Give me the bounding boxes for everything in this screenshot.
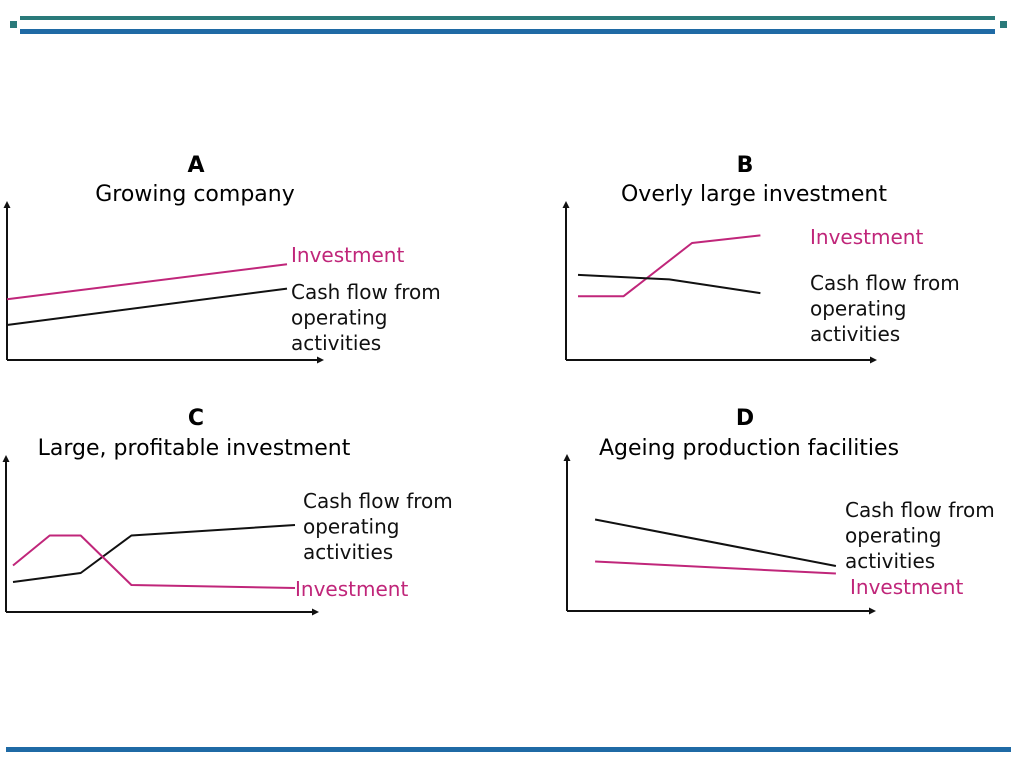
series-line-investment — [6, 263, 288, 301]
y-axis-arrow — [2, 455, 10, 462]
series-label-cash-flow: Cash flow from operating activities — [303, 489, 453, 564]
series-label-investment: Investment — [810, 225, 923, 249]
top-rule-teal — [20, 16, 995, 20]
top-rule-right-square — [1000, 21, 1007, 28]
y-axis-arrow — [563, 454, 571, 461]
chart-panel-d: D Ageing production facilities Cash flow f… — [563, 406, 995, 615]
chart-letter: D — [736, 406, 754, 431]
series-line-investment — [12, 534, 296, 589]
chart-panel-b: B Overly large investment Investment Cash f… — [562, 153, 960, 364]
series-label-cash-flow: Cash flow from operating activities — [291, 280, 441, 355]
series-line-investment — [578, 234, 761, 298]
chart-title: Growing company — [95, 182, 294, 207]
chart-title: Ageing production facilities — [599, 436, 899, 461]
series-line-cash-flow — [12, 524, 296, 583]
chart-panel-c: C Large, profitable investment Cash flow f… — [2, 406, 453, 616]
chart-title: Large, profitable investment — [38, 436, 351, 461]
top-rule-blue — [20, 29, 995, 34]
x-axis-arrow — [869, 607, 876, 615]
x-axis-arrow — [317, 356, 324, 364]
x-axis-arrow — [312, 608, 319, 616]
chart-letter: A — [187, 153, 204, 178]
series-label-investment: Investment — [291, 243, 404, 267]
series-line-investment — [595, 560, 836, 575]
y-axis-arrow — [3, 201, 11, 208]
series-line-cash-flow — [594, 518, 837, 567]
top-rule-left-square — [10, 21, 17, 28]
series-label-cash-flow: Cash flow from operating activities — [810, 271, 960, 346]
bottom-rule-blue — [6, 747, 1011, 752]
series-label-investment: Investment — [295, 577, 408, 601]
series-line-cash-flow — [577, 273, 761, 295]
chart-panel-a: A Growing company Investment Cash flow from… — [3, 153, 441, 364]
series-label-cash-flow: Cash flow from operating activities — [845, 498, 995, 573]
series-line-cash-flow — [6, 287, 288, 326]
y-axis-arrow — [562, 201, 570, 208]
x-axis-arrow — [870, 356, 877, 364]
chart-letter: B — [737, 153, 754, 178]
series-label-investment: Investment — [850, 575, 963, 599]
chart-letter: C — [188, 406, 204, 431]
chart-title: Overly large investment — [621, 182, 887, 207]
